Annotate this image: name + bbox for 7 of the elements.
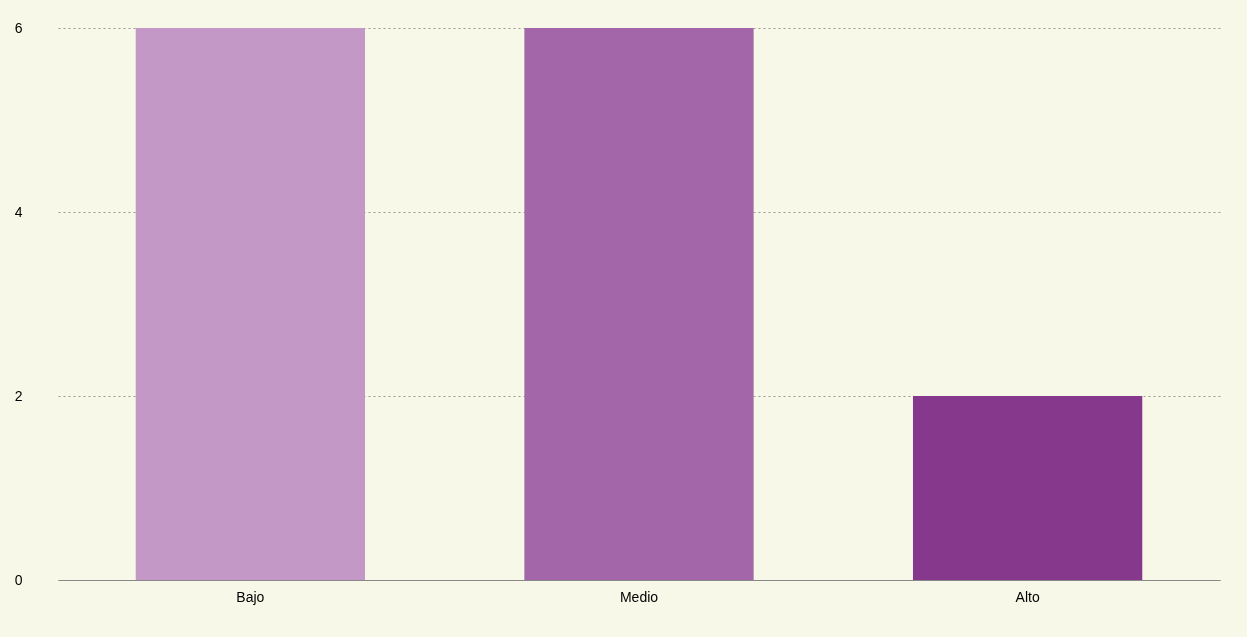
y-tick-label: 0 [14,571,23,588]
x-tick-label: Bajo [236,588,265,605]
y-tick-label: 6 [14,19,23,36]
x-tick-label: Alto [1015,588,1040,605]
y-tick-label: 2 [14,387,23,404]
x-tick-label: Medio [619,588,659,605]
y-tick-label: 4 [14,203,23,220]
